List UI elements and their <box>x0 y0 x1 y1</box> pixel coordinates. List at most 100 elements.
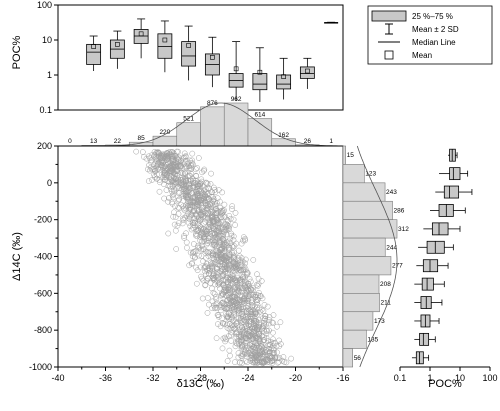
scatter-point <box>215 249 222 256</box>
scatter-point <box>209 189 215 196</box>
scatter-point <box>227 265 234 272</box>
right-histogram-count: 15 <box>347 152 355 159</box>
scatter-point <box>219 281 226 288</box>
scatter-point <box>270 320 276 326</box>
scatter-point <box>193 232 199 239</box>
scatter-point <box>242 280 249 287</box>
scatter-point <box>153 153 159 160</box>
scatter-point <box>213 210 220 216</box>
scatter-point <box>225 270 232 277</box>
main-scatter-panel: -40 -36 -32 -28 -24 -20 -16 200 0 -200 -400 -600 -80… <box>11 141 350 390</box>
scatter-point <box>234 281 241 288</box>
scatter-point <box>189 253 196 260</box>
scatter-point <box>151 172 157 178</box>
scatter-point <box>228 299 234 306</box>
right-x-tick-label: 0.1 <box>394 373 407 383</box>
scatter-point <box>215 187 222 193</box>
scatter-point <box>259 343 265 350</box>
top-box-mean <box>210 55 215 60</box>
scatter-point <box>172 175 179 182</box>
scatter-point <box>190 241 197 247</box>
right-box <box>414 314 440 328</box>
scatter-point <box>233 329 240 335</box>
scatter-point <box>211 291 218 297</box>
scatter-point <box>239 324 245 331</box>
scatter-point <box>210 289 217 296</box>
scatter-point <box>181 181 188 188</box>
scatter-point <box>221 260 228 267</box>
scatter-point <box>233 264 240 270</box>
scatter-point <box>228 297 234 304</box>
scatter-point <box>236 277 243 283</box>
scatter-point <box>241 277 248 284</box>
scatter-point <box>164 178 171 184</box>
top-histogram-count: 521 <box>183 116 194 123</box>
scatter-point <box>145 166 151 173</box>
scatter-point <box>195 252 202 259</box>
scatter-point <box>171 188 178 195</box>
scatter-point <box>184 244 190 251</box>
scatter-point <box>241 350 248 357</box>
y-tick-label: -800 <box>34 325 52 335</box>
scatter-point <box>235 307 241 314</box>
scatter-point <box>173 167 180 174</box>
scatter-point <box>229 294 236 301</box>
scatter-point <box>226 321 233 327</box>
right-boxplot-panel: 0.1 1 10 100 POC% <box>394 148 498 390</box>
scatter-point <box>274 323 280 330</box>
scatter-point <box>288 355 295 362</box>
scatter-point <box>221 257 228 263</box>
scatter-point <box>200 232 206 238</box>
scatter-point <box>242 235 248 242</box>
scatter-point <box>202 218 209 225</box>
scatter-point <box>169 192 176 199</box>
scatter-point <box>249 328 256 335</box>
scatter-point <box>228 314 235 320</box>
scatter-point <box>206 270 212 277</box>
scatter-point <box>176 189 183 196</box>
scatter-point <box>202 214 209 221</box>
scatter-point <box>186 213 192 220</box>
scatter-point <box>210 219 216 226</box>
scatter-point <box>180 170 186 177</box>
scatter-point <box>188 163 194 169</box>
scatter-point <box>252 325 259 331</box>
scatter-point <box>233 340 239 346</box>
scatter-point <box>220 281 227 288</box>
scatter-point <box>261 301 268 308</box>
scatter-point <box>267 341 273 348</box>
legend-square-symbol <box>384 50 394 60</box>
scatter-point <box>198 275 205 282</box>
scatter-point <box>155 160 162 166</box>
scatter-point <box>169 167 175 173</box>
scatter-point <box>212 304 219 311</box>
scatter-point <box>260 315 266 322</box>
scatter-point <box>249 343 255 349</box>
scatter-point <box>240 297 246 304</box>
scatter-point <box>170 150 177 157</box>
scatter-point <box>238 343 245 350</box>
scatter-point <box>236 310 242 316</box>
scatter-point <box>194 183 201 190</box>
scatter-point <box>270 340 277 346</box>
scatter-point <box>265 357 272 364</box>
scatter-point <box>250 324 257 330</box>
scatter-point <box>209 241 216 248</box>
scatter-point <box>185 210 192 217</box>
scatter-point <box>200 277 207 284</box>
top-histogram-count: 26 <box>304 138 312 145</box>
scatter-point <box>224 266 231 273</box>
x-tick-label: -28 <box>194 373 207 383</box>
right-histogram-bar <box>342 182 386 202</box>
top-box <box>157 20 173 73</box>
right-box <box>414 277 445 291</box>
top-box <box>133 18 149 59</box>
top-histogram-count: 220 <box>159 129 170 136</box>
scatter-point <box>171 221 178 228</box>
scatter-point <box>187 180 194 187</box>
scatter-point <box>193 173 200 180</box>
top-histogram-bar <box>152 135 178 147</box>
scatter-point <box>230 216 237 223</box>
scatter-point <box>194 165 201 171</box>
